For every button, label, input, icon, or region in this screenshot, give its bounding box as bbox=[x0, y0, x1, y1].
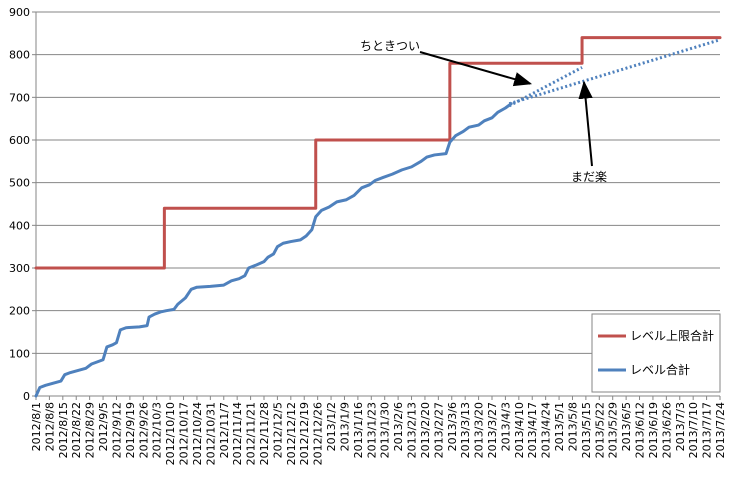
x-tick-label: 2013/1/30 bbox=[379, 402, 392, 458]
x-tick-label: 2013/6/19 bbox=[647, 402, 660, 458]
x-tick-label: 2013/3/6 bbox=[446, 402, 459, 451]
x-tick-label: 2013/3/13 bbox=[459, 402, 472, 458]
legend-label: レベル上限合計 bbox=[630, 328, 714, 343]
x-tick-label: 2012/12/5 bbox=[271, 402, 284, 458]
x-tick-label: 2012/12/19 bbox=[298, 402, 311, 465]
x-tick-label: 2013/6/26 bbox=[660, 402, 673, 458]
x-tick-label: 2013/3/27 bbox=[486, 402, 499, 458]
x-tick-label: 2013/5/29 bbox=[607, 402, 620, 458]
x-tick-label: 2012/8/15 bbox=[57, 402, 70, 458]
x-tick-label: 2012/12/26 bbox=[312, 402, 325, 465]
x-tick-label: 2013/7/24 bbox=[714, 402, 727, 458]
x-tick-label: 2013/6/12 bbox=[634, 402, 647, 458]
series-line bbox=[34, 102, 513, 398]
y-tick-label: 800 bbox=[9, 49, 30, 62]
x-tick-label: 2013/6/5 bbox=[620, 402, 633, 451]
annotation-arrow bbox=[419, 51, 533, 87]
y-tick-label: 200 bbox=[9, 305, 30, 318]
x-tick-label: 2013/2/6 bbox=[392, 402, 405, 451]
y-tick-label: 700 bbox=[9, 91, 30, 104]
x-tick-label: 2012/12/12 bbox=[285, 402, 298, 465]
x-tick-label: 2012/9/5 bbox=[97, 402, 110, 451]
x-tick-label: 2013/4/3 bbox=[499, 402, 512, 451]
x-tick-label: 2012/9/19 bbox=[124, 402, 137, 458]
x-tick-label: 2012/8/8 bbox=[43, 402, 56, 451]
x-tick-label: 2013/7/3 bbox=[674, 402, 687, 451]
x-tick-label: 2012/10/17 bbox=[178, 402, 191, 465]
y-tick-label: 300 bbox=[9, 262, 30, 275]
legend-label: レベル合計 bbox=[630, 362, 690, 377]
x-tick-label: 2012/8/29 bbox=[84, 402, 97, 458]
x-tick-label: 2012/8/22 bbox=[70, 402, 83, 458]
x-tick-label: 2013/1/2 bbox=[325, 402, 338, 451]
x-tick-label: 2012/11/14 bbox=[231, 402, 244, 465]
x-tick-label: 2012/10/10 bbox=[164, 402, 177, 465]
y-tick-label: 100 bbox=[9, 347, 30, 360]
x-tick-label: 2012/10/24 bbox=[191, 402, 204, 465]
x-tick-label: 2012/10/31 bbox=[204, 402, 217, 465]
annotation-arrow bbox=[578, 80, 593, 167]
annotation-label: まだ楽 bbox=[571, 170, 607, 184]
x-tick-label: 2013/1/23 bbox=[365, 402, 378, 458]
x-tick-label: 2013/7/17 bbox=[701, 402, 714, 458]
x-tick-label: 2012/10/3 bbox=[151, 402, 164, 458]
x-tick-label: 2013/5/1 bbox=[553, 402, 566, 451]
x-tick-label: 2013/7/10 bbox=[687, 402, 700, 458]
x-tick-label: 2012/9/26 bbox=[137, 402, 150, 458]
annotation-label: ちときつい bbox=[360, 39, 420, 53]
y-tick-label: 500 bbox=[9, 177, 30, 190]
y-tick-label: 400 bbox=[9, 219, 30, 232]
trendline bbox=[508, 66, 583, 108]
legend-box bbox=[591, 313, 721, 393]
x-tick-label: 2013/1/16 bbox=[352, 402, 365, 458]
y-tick-label: 0 bbox=[23, 390, 30, 403]
x-tick-label: 2013/3/20 bbox=[473, 402, 486, 458]
x-tick-label: 2013/4/10 bbox=[513, 402, 526, 458]
x-tick-label: 2013/4/24 bbox=[540, 402, 553, 458]
y-axis-labels: 0 100 200 300 400 500 600 700 800 900 bbox=[9, 6, 30, 403]
y-tick-label: 900 bbox=[9, 6, 30, 19]
x-tick-label: 2012/11/28 bbox=[258, 402, 271, 465]
series-layer bbox=[34, 36, 722, 398]
x-tick-label: 2012/8/1 bbox=[30, 402, 43, 451]
x-tick-label: 2012/9/12 bbox=[110, 402, 123, 458]
x-tick-label: 2013/5/22 bbox=[593, 402, 606, 458]
x-tick-label: 2013/5/15 bbox=[580, 402, 593, 458]
x-tick-label: 2013/2/27 bbox=[432, 402, 445, 458]
axes bbox=[35, 12, 721, 400]
y-tick-label: 600 bbox=[9, 134, 30, 147]
x-tick-label: 2013/4/17 bbox=[526, 402, 539, 458]
x-tick-label: 2013/5/8 bbox=[566, 402, 579, 451]
x-tick-label: 2013/2/20 bbox=[419, 402, 432, 458]
x-tick-label: 2012/11/7 bbox=[218, 402, 231, 458]
trend-layer bbox=[508, 38, 721, 108]
trendline bbox=[508, 38, 721, 106]
x-axis-labels: 2012/8/1 2012/8/8 2012/8/15 2012/8/22 2012/8… bbox=[30, 402, 727, 465]
x-tick-label: 2012/11/21 bbox=[245, 402, 258, 465]
series-line bbox=[34, 36, 722, 270]
x-tick-label: 2013/1/9 bbox=[338, 402, 351, 451]
x-tick-label: 2013/2/13 bbox=[406, 402, 419, 458]
